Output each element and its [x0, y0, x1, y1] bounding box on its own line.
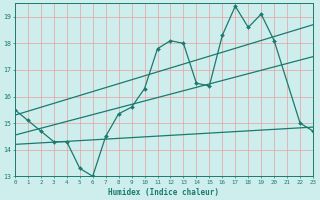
X-axis label: Humidex (Indice chaleur): Humidex (Indice chaleur): [108, 188, 220, 197]
